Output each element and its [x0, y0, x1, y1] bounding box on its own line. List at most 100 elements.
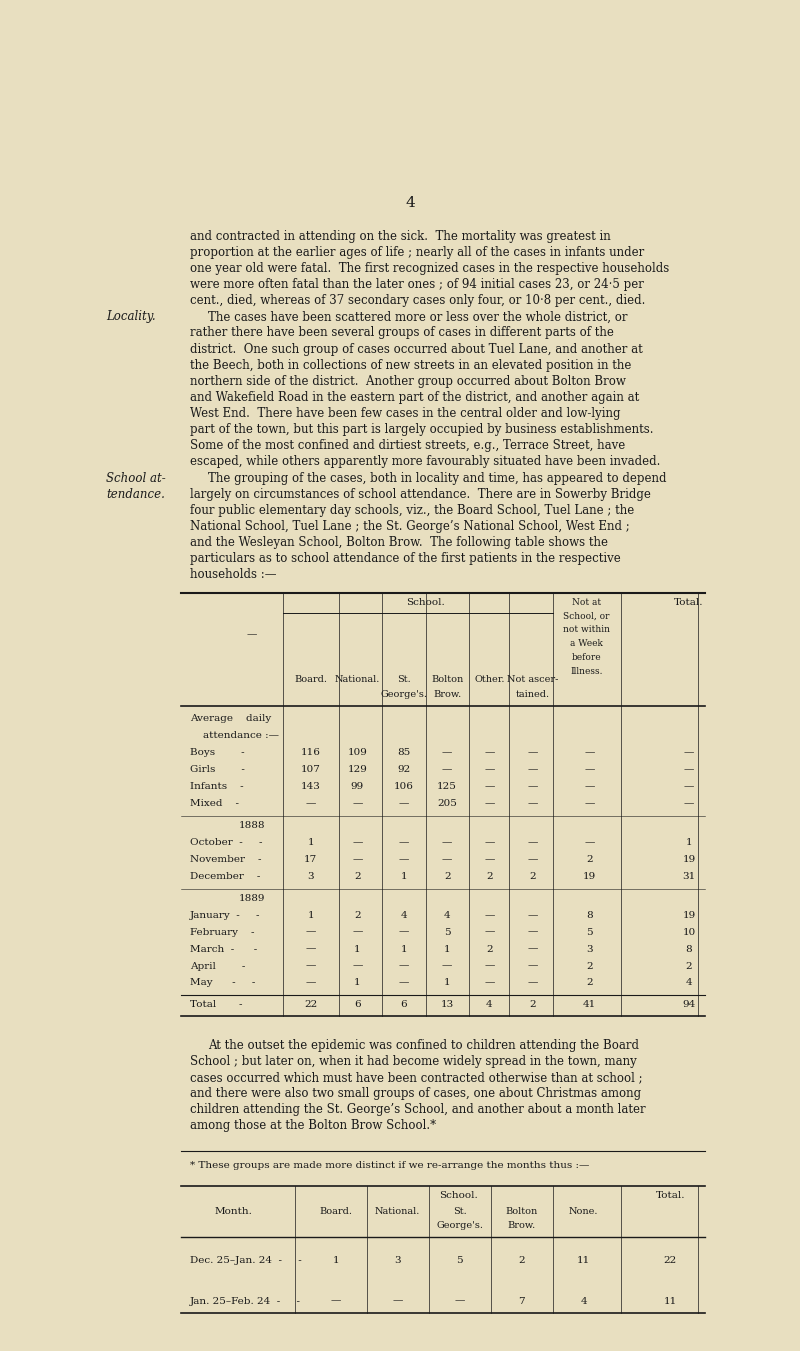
- Text: 106: 106: [394, 782, 414, 792]
- Text: 1: 1: [686, 838, 692, 847]
- Text: 6: 6: [354, 1001, 361, 1009]
- Text: —: —: [527, 944, 538, 954]
- Text: 3: 3: [586, 944, 593, 954]
- Text: 8: 8: [686, 944, 692, 954]
- Text: one year old were fatal.  The first recognized cases in the respective household: one year old were fatal. The first recog…: [190, 262, 669, 276]
- Text: 1888: 1888: [238, 821, 265, 830]
- Text: 1: 1: [444, 978, 450, 988]
- Text: 2: 2: [486, 944, 493, 954]
- Text: —: —: [352, 855, 362, 863]
- Text: —: —: [684, 798, 694, 808]
- Text: 1: 1: [354, 944, 361, 954]
- Text: —: —: [684, 782, 694, 792]
- Text: 107: 107: [301, 765, 321, 774]
- Text: Girls        -: Girls -: [190, 765, 245, 774]
- Text: 1: 1: [354, 978, 361, 988]
- Text: 2: 2: [586, 855, 593, 863]
- Text: 92: 92: [397, 765, 410, 774]
- Text: —: —: [684, 765, 694, 774]
- Text: 1: 1: [332, 1256, 339, 1266]
- Text: 22: 22: [304, 1001, 318, 1009]
- Text: School at-: School at-: [106, 471, 166, 485]
- Text: Month.: Month.: [214, 1206, 252, 1216]
- Text: Total       -: Total -: [190, 1001, 242, 1009]
- Text: 19: 19: [682, 911, 696, 920]
- Text: —: —: [330, 1297, 341, 1305]
- Text: 19: 19: [583, 871, 597, 881]
- Text: —: —: [398, 855, 409, 863]
- Text: —: —: [585, 782, 595, 792]
- Text: before: before: [572, 653, 602, 662]
- Text: —: —: [484, 765, 494, 774]
- Text: —: —: [527, 838, 538, 847]
- Text: January  -     -: January - -: [190, 911, 260, 920]
- Text: Not at: Not at: [572, 598, 602, 607]
- Text: Dec. 25–Jan. 24  -     -: Dec. 25–Jan. 24 - -: [190, 1256, 302, 1266]
- Text: 1: 1: [307, 838, 314, 847]
- Text: School, or: School, or: [563, 612, 610, 620]
- Text: —: —: [352, 838, 362, 847]
- Text: Some of the most confined and dirtiest streets, e.g., Terrace Street, have: Some of the most confined and dirtiest s…: [190, 439, 625, 453]
- Text: 129: 129: [347, 765, 367, 774]
- Text: St.: St.: [397, 676, 410, 685]
- Text: —: —: [442, 855, 452, 863]
- Text: November    -: November -: [190, 855, 262, 863]
- Text: 10: 10: [682, 928, 696, 936]
- Text: —: —: [398, 928, 409, 936]
- Text: part of the town, but this part is largely occupied by business establishments.: part of the town, but this part is large…: [190, 423, 654, 436]
- Text: March  -      -: March - -: [190, 944, 257, 954]
- Text: Average    daily: Average daily: [190, 715, 271, 723]
- Text: —: —: [585, 838, 595, 847]
- Text: —: —: [442, 765, 452, 774]
- Text: 11: 11: [577, 1256, 590, 1266]
- Text: 2: 2: [486, 871, 493, 881]
- Text: 6: 6: [401, 1001, 407, 1009]
- Text: —: —: [684, 748, 694, 757]
- Text: Other.: Other.: [474, 676, 505, 685]
- Text: West End.  There have been few cases in the central older and low-lying: West End. There have been few cases in t…: [190, 407, 621, 420]
- Text: —: —: [527, 928, 538, 936]
- Text: St.: St.: [453, 1206, 466, 1216]
- Text: were more often fatal than the later ones ; of 94 initial cases 23, or 24·5 per: were more often fatal than the later one…: [190, 278, 644, 290]
- Text: 5: 5: [456, 1256, 463, 1266]
- Text: 143: 143: [301, 782, 321, 792]
- Text: —: —: [484, 928, 494, 936]
- Text: —: —: [306, 962, 316, 970]
- Text: —: —: [585, 765, 595, 774]
- Text: 85: 85: [397, 748, 410, 757]
- Text: —: —: [398, 838, 409, 847]
- Text: —: —: [527, 748, 538, 757]
- Text: * These groups are made more distinct if we re-arrange the months thus :—: * These groups are made more distinct if…: [190, 1162, 590, 1170]
- Text: attendance :—: attendance :—: [190, 731, 279, 740]
- Text: February    -: February -: [190, 928, 254, 936]
- Text: children attending the St. George’s School, and another about a month later: children attending the St. George’s Scho…: [190, 1102, 646, 1116]
- Text: 1: 1: [307, 911, 314, 920]
- Text: 11: 11: [664, 1297, 677, 1305]
- Text: Bolton: Bolton: [506, 1206, 538, 1216]
- Text: —: —: [527, 782, 538, 792]
- Text: —: —: [527, 855, 538, 863]
- Text: largely on circumstances of school attendance.  There are in Sowerby Bridge: largely on circumstances of school atten…: [190, 488, 650, 501]
- Text: Illness.: Illness.: [570, 666, 603, 676]
- Text: 4: 4: [686, 978, 692, 988]
- Text: George's.: George's.: [380, 690, 427, 698]
- Text: —: —: [585, 798, 595, 808]
- Text: 19: 19: [682, 855, 696, 863]
- Text: escaped, while others apparently more favourably situated have been invaded.: escaped, while others apparently more fa…: [190, 455, 660, 469]
- Text: households :—: households :—: [190, 569, 277, 581]
- Text: 41: 41: [583, 1001, 597, 1009]
- Text: not within: not within: [563, 626, 610, 635]
- Text: National School, Tuel Lane ; the St. George’s National School, West End ;: National School, Tuel Lane ; the St. Geo…: [190, 520, 630, 534]
- Text: Total.: Total.: [674, 598, 704, 607]
- Text: tained.: tained.: [516, 690, 550, 698]
- Text: 2: 2: [586, 978, 593, 988]
- Text: —: —: [306, 798, 316, 808]
- Text: —: —: [352, 928, 362, 936]
- Text: cent., died, whereas of 37 secondary cases only four, or 10·8 per cent., died.: cent., died, whereas of 37 secondary cas…: [190, 295, 646, 307]
- Text: 4: 4: [444, 911, 450, 920]
- Text: 94: 94: [682, 1001, 696, 1009]
- Text: —: —: [306, 928, 316, 936]
- Text: four public elementary day schools, viz., the Board School, Tuel Lane ; the: four public elementary day schools, viz.…: [190, 504, 634, 517]
- Text: 2: 2: [354, 871, 361, 881]
- Text: —: —: [527, 798, 538, 808]
